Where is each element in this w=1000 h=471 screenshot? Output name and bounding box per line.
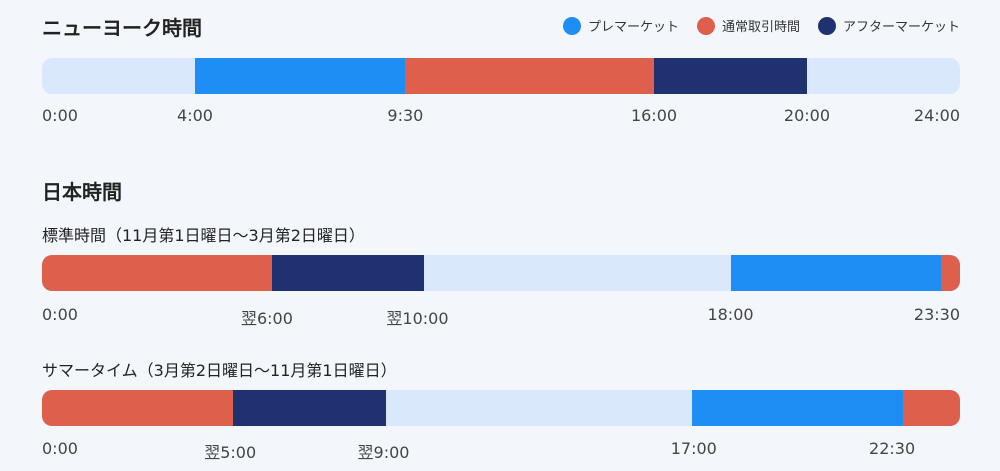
standard-time-label: 標準時間（11月第1日曜日〜3月第2日曜日） <box>42 226 365 245</box>
timeline-segment-pre <box>730 255 941 291</box>
japan-title: 日本時間 <box>42 180 122 204</box>
summer-tick: 翌5:00 <box>204 443 257 462</box>
legend: プレマーケット 通常取引時間 アフターマーケット <box>562 16 960 35</box>
legend-item-pre: プレマーケット <box>562 16 679 35</box>
legend-dot-pre <box>562 16 581 35</box>
timeline-segment-regular <box>405 58 654 94</box>
summer-tick: 0:00 <box>42 439 78 458</box>
ny-timeline-bar <box>42 58 960 94</box>
standard-tick: 翌6:00 <box>240 309 293 328</box>
legend-label-pre: プレマーケット <box>587 20 679 35</box>
summer-tick: 17:00 <box>670 439 717 458</box>
ny-title: ニューヨーク時間 <box>42 16 202 40</box>
summer-tick: 翌9:00 <box>357 443 410 462</box>
timeline-segment-pre <box>194 58 406 94</box>
standard-timeline-bar <box>42 255 960 291</box>
ny-tick: 4:00 <box>177 106 213 125</box>
timeline-segment-regular <box>42 255 272 291</box>
timeline-segment-after <box>233 390 387 426</box>
standard-tick: 0:00 <box>42 305 78 324</box>
legend-dot-regular <box>696 16 715 35</box>
ny-tick: 20:00 <box>783 106 831 125</box>
timeline-segment-regular <box>902 390 960 426</box>
timeline-segment-pre <box>692 390 903 426</box>
ny-tick: 16:00 <box>630 106 678 125</box>
standard-tick: 23:30 <box>913 305 960 324</box>
legend-label-regular: 通常取引時間 <box>721 20 800 35</box>
ny-tick: 24:00 <box>913 106 960 125</box>
standard-tick: 翌10:00 <box>386 309 449 328</box>
legend-label-after: アフターマーケット <box>842 20 960 35</box>
timeline-segment-regular <box>940 255 960 291</box>
legend-item-after: アフターマーケット <box>817 16 960 35</box>
timeline-segment-after <box>271 255 425 291</box>
standard-ticks: 0:00 翌6:00 翌10:00 18:00 23:30 <box>42 305 960 328</box>
timeline-segment-after <box>653 58 807 94</box>
timeline-segment-regular <box>42 390 234 426</box>
legend-item-regular: 通常取引時間 <box>696 16 800 35</box>
ny-ticks: 0:00 4:00 9:30 16:00 20:00 24:00 <box>42 106 960 128</box>
summer-time-label: サマータイム（3月第2日曜日〜11月第1日曜日） <box>42 361 397 380</box>
summer-tick: 22:30 <box>869 439 916 458</box>
legend-dot-after <box>817 16 836 35</box>
summer-ticks: 0:00 翌5:00 翌9:00 17:00 22:30 <box>42 439 960 462</box>
ny-tick: 9:30 <box>387 106 424 125</box>
standard-tick: 18:00 <box>707 305 754 324</box>
summer-timeline-bar <box>42 390 960 426</box>
ny-tick: 0:00 <box>42 106 78 125</box>
